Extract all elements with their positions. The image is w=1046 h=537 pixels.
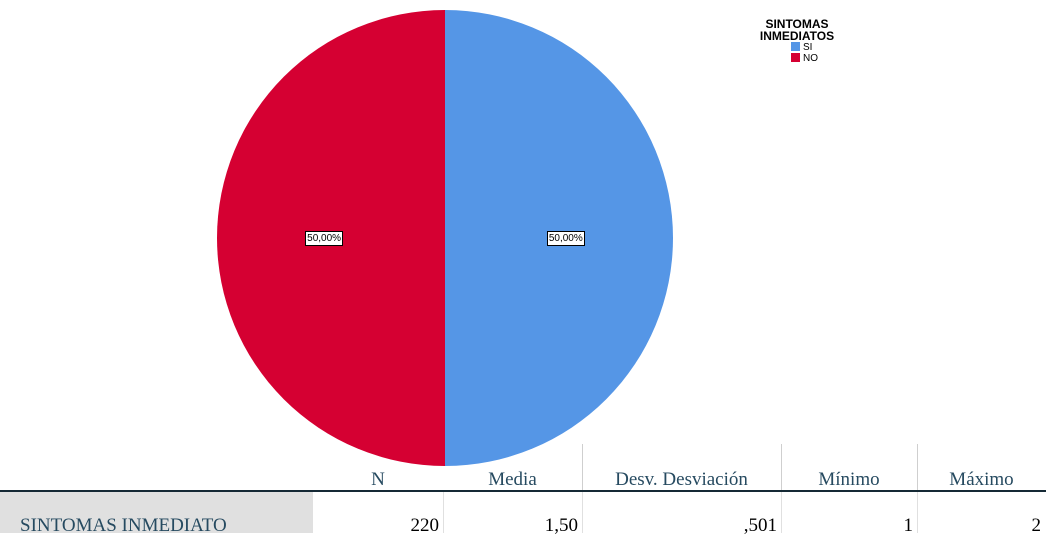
row-label: SINTOMAS INMEDIATO xyxy=(20,515,227,536)
header-desv-desviacion: Desv. Desviación xyxy=(615,470,748,488)
header-separator xyxy=(582,444,583,491)
legend-swatch-no xyxy=(791,53,800,62)
cell-maximo: 2 xyxy=(1031,515,1042,536)
header-rule xyxy=(0,490,1046,492)
legend-item-si: SI xyxy=(791,42,868,53)
header-separator xyxy=(917,444,918,491)
header-minimo: Mínimo xyxy=(818,470,880,488)
header-maximo: Máximo xyxy=(949,470,1014,488)
cell-n: 220 xyxy=(410,515,440,536)
statistics-table: N Media Desv. Desviación Mínimo Máximo S… xyxy=(0,444,1046,536)
slice-value-label-no: 50,00% xyxy=(305,230,344,246)
header-separator xyxy=(781,444,782,491)
row-label-cell xyxy=(0,492,313,533)
legend-label-si: SI xyxy=(803,42,813,53)
slice-value-label-si: 50,00% xyxy=(546,230,585,246)
cell-separator xyxy=(582,492,583,533)
legend-item-no: NO xyxy=(791,53,868,64)
cell-separator xyxy=(443,492,444,533)
header-n: N xyxy=(371,470,385,488)
cell-minimo: 1 xyxy=(903,515,914,536)
cell-separator xyxy=(781,492,782,533)
cell-separator xyxy=(917,492,918,533)
chart-legend: SINTOMAS INMEDIATOS SI NO xyxy=(748,18,868,64)
legend-swatch-si xyxy=(791,42,800,51)
cell-desv-desviacion: ,501 xyxy=(743,515,777,536)
cell-media: 1,50 xyxy=(544,515,578,536)
header-media: Media xyxy=(488,470,537,488)
legend-title: SINTOMAS INMEDIATOS xyxy=(759,17,835,43)
legend-label-no: NO xyxy=(803,53,818,64)
